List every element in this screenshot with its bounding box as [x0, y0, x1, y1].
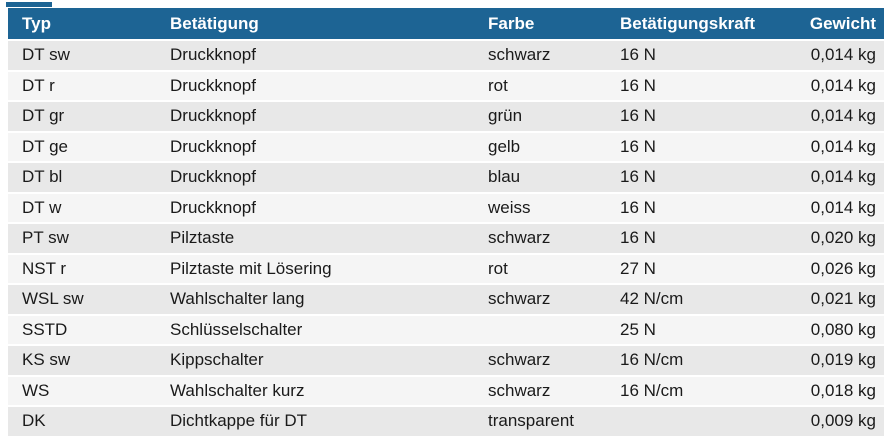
cell-gewicht: 0,018 kg	[810, 380, 876, 400]
cell-typ: DT ge	[22, 136, 68, 156]
cell-gewicht: 0,020 kg	[810, 228, 876, 248]
table-row: DT bl Druckknopf blau 16 N 0,014 kg	[8, 163, 884, 192]
cell-typ: DT r	[22, 75, 55, 95]
table-row: DT r Druckknopf rot 16 N 0,014 kg	[8, 71, 884, 100]
cell-gewicht: 0,014 kg	[810, 167, 876, 187]
cell-betaetigung: Druckknopf	[170, 106, 256, 126]
cell-gewicht: 0,014 kg	[810, 136, 876, 156]
cell-farbe: schwarz	[488, 350, 551, 370]
cell-betaetigungskraft: 16 N	[620, 45, 656, 65]
cell-betaetigungskraft: 27 N	[620, 258, 656, 278]
table-row: NST r Pilztaste mit Lösering rot 27 N 0,…	[8, 254, 884, 283]
cell-typ: DT sw	[22, 45, 70, 65]
cell-betaetigungskraft: 16 N	[620, 167, 656, 187]
cell-betaetigung: Kippschalter	[170, 350, 264, 370]
cell-betaetigung: Druckknopf	[170, 45, 256, 65]
cell-betaetigung: Druckknopf	[170, 75, 256, 95]
cell-betaetigungskraft: 16 N	[620, 197, 656, 217]
cell-gewicht: 0,026 kg	[810, 258, 876, 278]
cell-typ: DT gr	[22, 106, 65, 126]
cell-gewicht: 0,014 kg	[810, 197, 876, 217]
top-edge-fragment	[6, 2, 52, 7]
cell-typ: DK	[22, 411, 46, 431]
cell-typ: WS	[22, 380, 50, 400]
table-header-row: Typ Betätigung Farbe Betätigungskraft Ge…	[8, 8, 884, 39]
table-row: KS sw Kippschalter schwarz 16 N/cm 0,019…	[8, 346, 884, 375]
cell-typ: DT w	[22, 197, 62, 217]
cell-betaetigung: Druckknopf	[170, 167, 256, 187]
cell-betaetigungskraft: 16 N	[620, 75, 656, 95]
cell-betaetigung: Wahlschalter kurz	[170, 380, 305, 400]
cell-betaetigung: Wahlschalter lang	[170, 289, 305, 309]
cell-farbe: transparent	[488, 411, 574, 431]
table-row: DT ge Druckknopf gelb 16 N 0,014 kg	[8, 132, 884, 161]
cell-gewicht: 0,014 kg	[810, 75, 876, 95]
table-body: DT sw Druckknopf schwarz 16 N 0,014 kg D…	[8, 41, 884, 436]
product-spec-table: Typ Betätigung Farbe Betätigungskraft Ge…	[8, 8, 884, 436]
cell-farbe: blau	[488, 167, 521, 187]
cell-betaetigungskraft: 16 N/cm	[620, 350, 684, 370]
cell-farbe: gelb	[488, 136, 521, 156]
cell-gewicht: 0,021 kg	[810, 289, 876, 309]
cell-farbe: grün	[488, 106, 523, 126]
table-row: PT sw Pilztaste schwarz 16 N 0,020 kg	[8, 224, 884, 253]
cell-betaetigung: Pilztaste	[170, 228, 235, 248]
cell-typ: DT bl	[22, 167, 63, 187]
cell-farbe: rot	[488, 258, 508, 278]
table-row: DK Dichtkappe für DT transparent 0,009 k…	[8, 407, 884, 436]
cell-farbe: schwarz	[488, 289, 551, 309]
column-header-farbe: Farbe	[488, 13, 535, 33]
cell-gewicht: 0,009 kg	[810, 411, 876, 431]
table-row: DT sw Druckknopf schwarz 16 N 0,014 kg	[8, 41, 884, 70]
cell-betaetigungskraft: 42 N/cm	[620, 289, 684, 309]
cell-typ: WSL sw	[22, 289, 84, 309]
cell-farbe: schwarz	[488, 45, 551, 65]
cell-gewicht: 0,080 kg	[810, 319, 876, 339]
cell-typ: NST r	[22, 258, 67, 278]
cell-typ: PT sw	[22, 228, 69, 248]
cell-betaetigung: Druckknopf	[170, 136, 256, 156]
cell-betaetigungskraft: 16 N/cm	[620, 380, 684, 400]
table-row: SSTD Schlüsselschalter 25 N 0,080 kg	[8, 315, 884, 344]
column-header-betaetigungskraft: Betätigungskraft	[620, 13, 756, 33]
table-row: WSL sw Wahlschalter lang schwarz 42 N/cm…	[8, 285, 884, 314]
table-row: DT w Druckknopf weiss 16 N 0,014 kg	[8, 193, 884, 222]
cell-betaetigung: Schlüsselschalter	[170, 319, 303, 339]
cell-betaetigung: Dichtkappe für DT	[170, 411, 307, 431]
cell-farbe: weiss	[488, 197, 531, 217]
cell-gewicht: 0,014 kg	[810, 45, 876, 65]
cell-farbe: rot	[488, 75, 508, 95]
cell-farbe: schwarz	[488, 228, 551, 248]
cell-betaetigung: Druckknopf	[170, 197, 256, 217]
cell-typ: KS sw	[22, 350, 71, 370]
cell-betaetigung: Pilztaste mit Lösering	[170, 258, 332, 278]
column-header-typ: Typ	[22, 13, 51, 33]
table-row: DT gr Druckknopf grün 16 N 0,014 kg	[8, 102, 884, 131]
cell-gewicht: 0,014 kg	[810, 106, 876, 126]
cell-typ: SSTD	[22, 319, 68, 339]
column-header-betaetigung: Betätigung	[170, 13, 259, 33]
cell-betaetigungskraft: 16 N	[620, 136, 656, 156]
cell-betaetigungskraft: 25 N	[620, 319, 656, 339]
cell-farbe: schwarz	[488, 380, 551, 400]
cell-gewicht: 0,019 kg	[810, 350, 876, 370]
column-header-gewicht: Gewicht	[809, 13, 876, 33]
table-row: WS Wahlschalter kurz schwarz 16 N/cm 0,0…	[8, 376, 884, 405]
cell-betaetigungskraft: 16 N	[620, 228, 656, 248]
cell-betaetigungskraft: 16 N	[620, 106, 656, 126]
